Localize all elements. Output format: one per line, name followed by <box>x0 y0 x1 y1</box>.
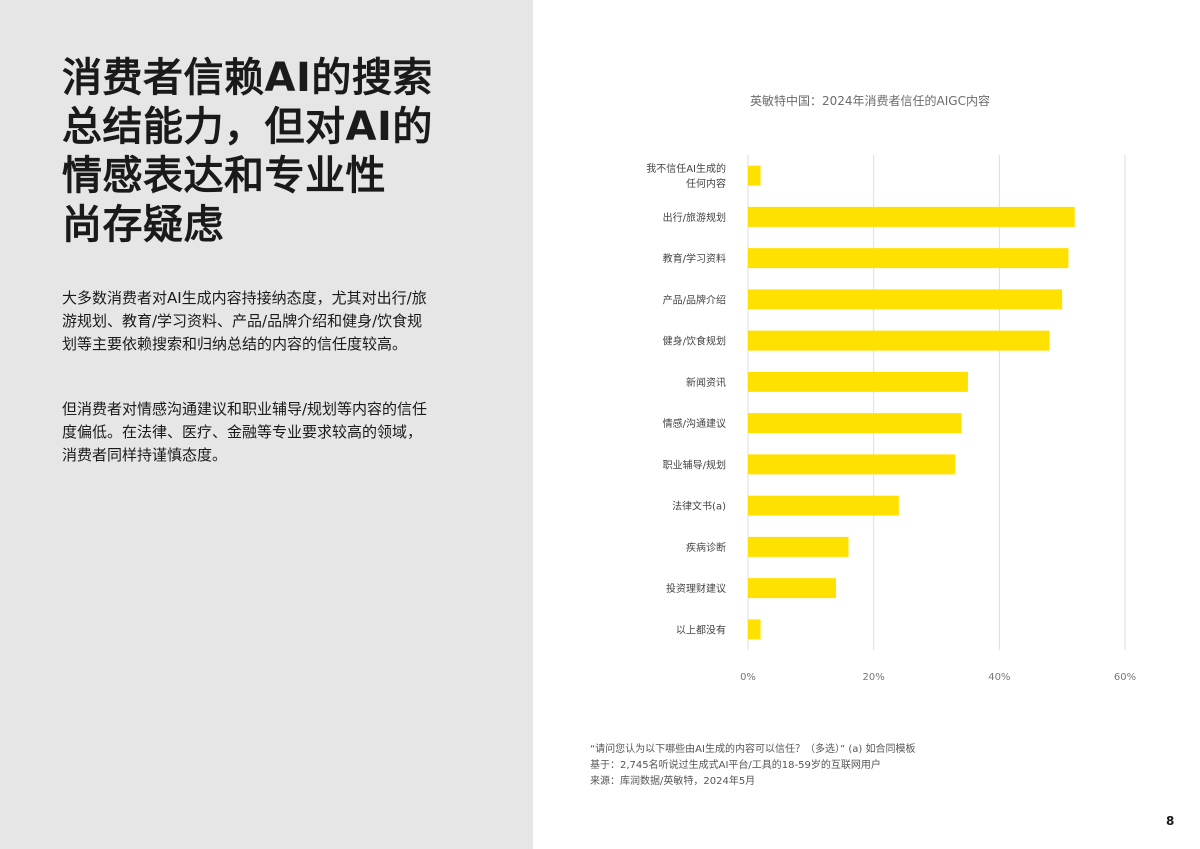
caution-paragraph: 但消费者对情感沟通建议和职业辅导/规划等内容的信任度偏低。在法律、医疗、金融等专… <box>62 400 428 464</box>
bar <box>748 206 1075 227</box>
category-label: 情感/沟通建议 <box>663 417 726 430</box>
headline: 消费者信赖AI的搜索 总结能力，但对AI的 情感表达和专业性 尚存疑虑 <box>62 54 502 250</box>
bar <box>748 165 761 186</box>
bar <box>748 495 899 516</box>
bar <box>748 536 849 557</box>
footnote: “请问您认为以下哪些由AI生成的内容可以信任？（多选）” (a) 如合同模板 基… <box>590 742 915 790</box>
bar <box>748 371 968 392</box>
bar-chart: 0% 20% 40% 60% 我不信任AI生成的任何内容出行/旅游规划教育/学习资料产品… <box>646 155 1136 683</box>
bar <box>748 619 761 640</box>
footnote-source: 来源：库润数据/英敏特，2024年5月 <box>590 776 756 787</box>
headline-line-4: 尚存疑虑 <box>62 202 224 248</box>
category-label: 疾病诊断 <box>686 541 726 554</box>
category-label: 投资理财建议 <box>666 582 726 595</box>
category-label: 职业辅导/规划 <box>663 458 726 471</box>
category-label: 出行/旅游规划 <box>663 211 726 224</box>
category-label: 法律文书(a) <box>672 500 726 513</box>
category-label: 任何内容 <box>686 177 726 190</box>
category-label: 产品/品牌介绍 <box>663 293 726 306</box>
bar <box>748 413 962 434</box>
intro-paragraph: 大多数消费者对AI生成内容持接纳态度，尤其对出行/旅游规划、教育/学习资料、产品… <box>62 289 427 353</box>
footnote-base: 基于：2,745名听说过生成式AI平台/工具的18-59岁的互联网用户 <box>590 760 881 771</box>
category-label: 我不信任AI生成的 <box>646 162 726 175</box>
left-panel: 消费者信赖AI的搜索 总结能力，但对AI的 情感表达和专业性 尚存疑虑 大多数消… <box>0 0 533 849</box>
bar <box>748 578 836 599</box>
chart-title: 英敏特中国：2024年消费者信任的AIGC内容 <box>750 94 990 108</box>
x-tick-label: 60% <box>1114 672 1136 683</box>
footnote-question: “请问您认为以下哪些由AI生成的内容可以信任？（多选）” (a) 如合同模板 <box>590 744 916 755</box>
x-tick-label: 0% <box>740 672 756 683</box>
headline-line-1: 消费者信赖AI的搜索 <box>62 55 433 101</box>
headline-line-3: 情感表达和专业性 <box>62 153 386 199</box>
category-label: 新闻资讯 <box>686 376 726 389</box>
x-tick-label: 20% <box>863 672 885 683</box>
bar <box>748 248 1069 269</box>
bar <box>748 454 956 475</box>
bar <box>748 330 1050 351</box>
headline-line-2: 总结能力，但对AI的 <box>62 104 433 150</box>
bar <box>748 289 1063 310</box>
x-tick-label: 40% <box>988 672 1010 683</box>
category-label: 以上都没有 <box>676 623 726 636</box>
category-label: 健身/饮食规划 <box>663 335 726 348</box>
page-number: 8 <box>1166 814 1175 828</box>
category-label: 教育/学习资料 <box>663 252 726 265</box>
